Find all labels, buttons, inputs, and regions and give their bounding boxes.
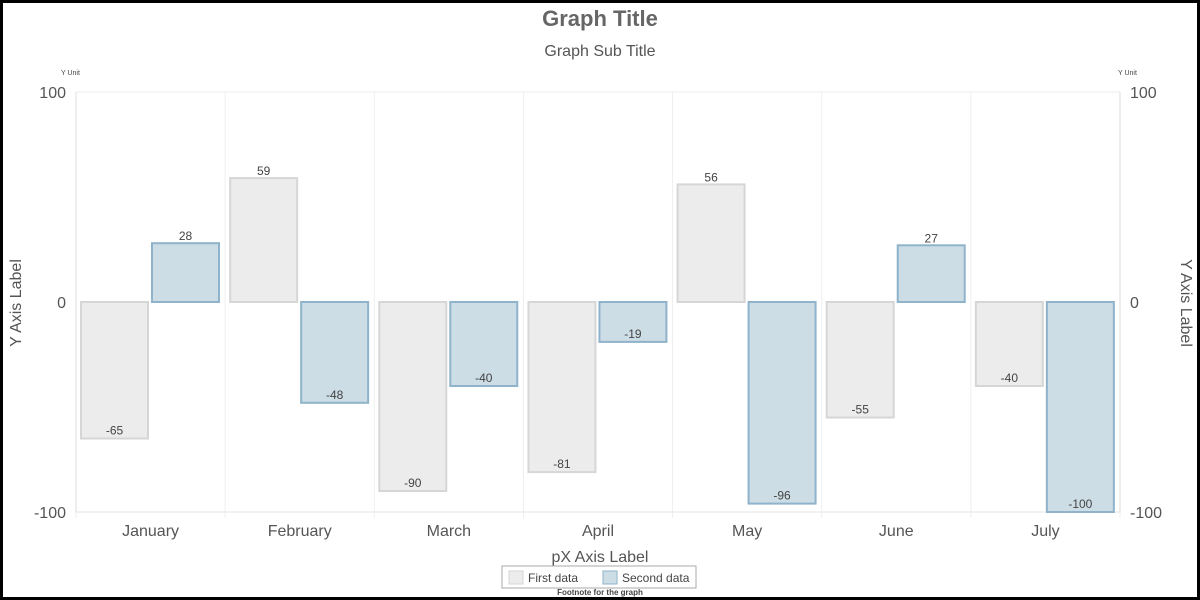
bar-second-july xyxy=(1045,301,1115,513)
data-label: -19 xyxy=(624,327,642,341)
bar-second-february xyxy=(300,301,370,404)
data-label: -48 xyxy=(326,388,344,402)
data-label: -40 xyxy=(475,371,493,385)
data-label: -55 xyxy=(852,403,870,417)
y-tick-label-left: 0 xyxy=(57,295,66,312)
legend: First data Second data xyxy=(501,565,697,589)
footnote: Footnote for the graph xyxy=(557,588,643,597)
y-tick-label-left: -100 xyxy=(34,505,66,522)
legend-swatch xyxy=(508,570,524,585)
bar-first-july xyxy=(974,301,1044,387)
chart-subtitle: Graph Sub Title xyxy=(544,43,655,60)
x-tick-label: January xyxy=(122,523,179,540)
bar-first-april xyxy=(527,301,597,474)
legend-swatch xyxy=(602,570,618,585)
data-label: -81 xyxy=(553,457,571,471)
y-axis-label-left: Y Axis Label xyxy=(8,259,25,347)
y-axis-label-right: Y Axis Label xyxy=(1177,259,1194,347)
plot-area: 100 100 0 0 -100 -100 -65 28 January 59 -48 Februar… xyxy=(34,85,1162,540)
bar-second-april xyxy=(598,301,668,343)
bar-first-january xyxy=(80,301,149,440)
chart-title: Graph Title xyxy=(542,6,658,31)
y-unit-left: Y Unit xyxy=(61,70,80,77)
bar-second-june xyxy=(896,244,966,304)
data-label: 59 xyxy=(257,164,271,178)
y-tick-label-right: 100 xyxy=(1130,85,1157,102)
x-tick-label: May xyxy=(732,523,762,540)
chart-svg: Graph Title Graph Sub Title Y Unit Y Uni… xyxy=(8,6,1194,597)
bar-first-june xyxy=(825,301,895,419)
data-label: -100 xyxy=(1068,497,1092,511)
data-label: 56 xyxy=(704,170,718,184)
y-tick-label-right: -100 xyxy=(1130,505,1162,522)
legend-box xyxy=(501,565,697,589)
x-tick-label: February xyxy=(268,523,332,540)
x-tick-label: March xyxy=(427,523,471,540)
data-label: -65 xyxy=(106,424,124,438)
y-tick-label-right: 0 xyxy=(1130,295,1139,312)
bar-first-march xyxy=(378,301,448,492)
bar-first-may xyxy=(676,183,746,303)
x-tick-label: June xyxy=(879,523,914,540)
x-tick-label: April xyxy=(582,523,614,540)
data-label: -90 xyxy=(404,476,422,490)
x-tick-label: July xyxy=(1031,523,1059,540)
x-axis-label: pX Axis Label xyxy=(552,549,649,566)
y-unit-right: Y Unit xyxy=(1118,70,1137,77)
data-label: -96 xyxy=(773,489,791,503)
bar-second-may xyxy=(747,301,817,505)
y-tick-label-left: 100 xyxy=(39,85,66,102)
legend-label: Second data xyxy=(622,571,690,585)
bar-second-january xyxy=(151,242,220,303)
data-label: 27 xyxy=(925,231,939,245)
data-label: -40 xyxy=(1001,371,1019,385)
data-label: 28 xyxy=(179,229,193,243)
legend-label: First data xyxy=(528,571,578,585)
bar-second-march xyxy=(449,301,519,387)
bar-first-february xyxy=(229,177,299,304)
